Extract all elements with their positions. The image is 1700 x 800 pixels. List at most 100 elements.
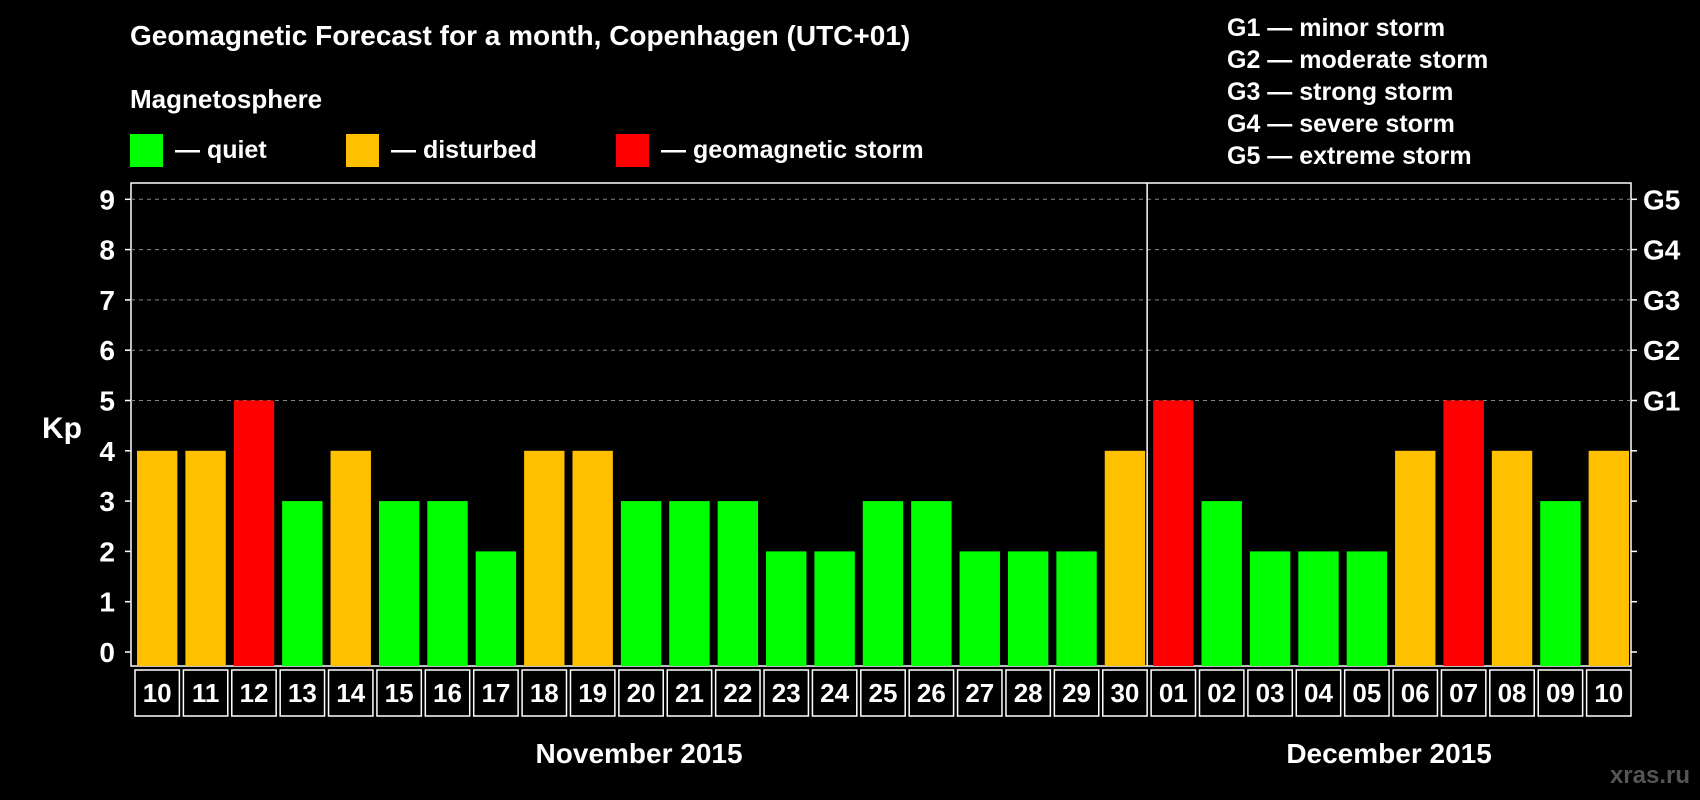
day-cell xyxy=(1343,669,1390,717)
day-label: 28 xyxy=(1014,678,1043,708)
day-label: 14 xyxy=(336,678,365,708)
month-label: December 2015 xyxy=(1286,738,1491,769)
magnetosphere-label: Magnetosphere xyxy=(130,84,323,114)
day-label: 17 xyxy=(481,678,510,708)
day-label: 30 xyxy=(1110,678,1139,708)
day-cell xyxy=(1489,669,1535,717)
kp-bar xyxy=(1443,400,1484,666)
kp-bar xyxy=(959,551,1000,666)
day-cell xyxy=(860,669,906,717)
day-cell xyxy=(182,669,229,717)
g-scale-item-g3: G3 — strong storm xyxy=(1227,78,1454,106)
kp-bar xyxy=(1104,450,1146,666)
y-tick-label: 9 xyxy=(99,184,115,215)
legend-disturbed: — disturbed xyxy=(346,134,537,167)
day-label: 23 xyxy=(772,678,801,708)
day-cell xyxy=(1537,669,1584,717)
y-tick-label: 3 xyxy=(99,486,115,517)
kp-bar xyxy=(1201,501,1242,666)
kp-bar xyxy=(1491,450,1533,666)
y-tick-label: 6 xyxy=(99,335,115,366)
day-label: 26 xyxy=(917,678,946,708)
day-label: 09 xyxy=(1546,678,1575,708)
day-label: 25 xyxy=(869,678,898,708)
y-tick-label: 0 xyxy=(99,637,115,668)
day-label: 11 xyxy=(192,678,220,708)
day-cell xyxy=(1198,669,1245,717)
g-axis-label: G3 xyxy=(1643,285,1680,316)
day-label: 24 xyxy=(820,678,849,708)
g-scale-item-g5: G5 — extreme storm xyxy=(1227,142,1472,170)
kp-bar xyxy=(1056,551,1097,666)
legend-label-disturbed: — disturbed xyxy=(391,136,537,164)
legend-swatch-quiet xyxy=(130,134,163,167)
day-cell xyxy=(231,669,277,717)
day-cell xyxy=(521,669,568,717)
kp-bar xyxy=(1249,551,1291,666)
day-label: 08 xyxy=(1498,678,1527,708)
day-label: 15 xyxy=(385,678,414,708)
y-tick-label: 1 xyxy=(99,587,115,618)
kp-bar xyxy=(137,450,178,666)
kp-bar xyxy=(1346,551,1388,666)
day-label: 21 xyxy=(675,678,704,708)
day-label: 27 xyxy=(965,678,994,708)
day-label: 22 xyxy=(723,678,752,708)
g-axis-label: G4 xyxy=(1643,235,1681,266)
kp-bar xyxy=(475,551,517,666)
day-label: 13 xyxy=(288,678,317,708)
chart-title: Geomagnetic Forecast for a month, Copenh… xyxy=(130,20,911,51)
day-label: 10 xyxy=(1594,678,1623,708)
day-cell xyxy=(1392,669,1439,717)
legend-swatch-disturbed xyxy=(346,134,379,167)
kp-bar xyxy=(1153,400,1194,666)
legend-storm: — geomagnetic storm xyxy=(616,134,924,167)
legend-swatch-storm xyxy=(616,134,649,167)
day-cell xyxy=(1053,669,1100,717)
day-cell xyxy=(569,669,616,717)
kp-bar xyxy=(1007,551,1049,666)
day-cell xyxy=(376,669,423,717)
g-scale-item-g1: G1 — minor storm xyxy=(1227,14,1446,42)
kp-bar xyxy=(717,501,759,666)
kp-bar xyxy=(330,450,371,666)
watermark: xras.ru xyxy=(1609,762,1690,789)
kp-bar xyxy=(427,501,468,666)
day-label: 07 xyxy=(1449,678,1478,708)
kp-bar xyxy=(282,501,323,666)
g-axis-label: G5 xyxy=(1643,184,1680,215)
kp-bar xyxy=(1395,450,1436,666)
day-cell xyxy=(714,669,761,717)
day-label: 02 xyxy=(1207,678,1236,708)
y-tick-label: 7 xyxy=(99,285,115,316)
day-cell xyxy=(956,669,1003,717)
g-axis-label: G1 xyxy=(1643,386,1680,417)
day-label: 20 xyxy=(627,678,656,708)
day-cell xyxy=(472,669,519,717)
y-axis-label: Kp xyxy=(42,412,82,445)
y-tick-label: 4 xyxy=(99,436,115,467)
g-axis-label: G2 xyxy=(1643,335,1680,366)
kp-bar xyxy=(524,450,565,666)
legend-label-storm: — geomagnetic storm xyxy=(661,136,924,164)
kp-bar xyxy=(572,450,613,666)
day-label: 01 xyxy=(1159,678,1188,708)
day-label: 04 xyxy=(1304,678,1333,708)
day-cell xyxy=(1101,669,1148,717)
day-label: 06 xyxy=(1401,678,1430,708)
day-cell xyxy=(1440,669,1487,717)
day-cell xyxy=(279,669,326,717)
y-tick-label: 5 xyxy=(99,386,115,417)
kp-bar xyxy=(185,450,226,666)
day-label: 05 xyxy=(1352,678,1381,708)
kp-bar xyxy=(814,551,855,666)
kp-bar xyxy=(862,501,904,666)
g-scale-item-g2: G2 — moderate storm xyxy=(1227,46,1489,74)
kp-bar xyxy=(620,501,662,666)
day-label: 18 xyxy=(530,678,559,708)
day-label: 29 xyxy=(1062,678,1091,708)
day-cell xyxy=(424,669,471,717)
g-scale-item-g4: G4 — severe storm xyxy=(1227,110,1455,138)
day-label: 19 xyxy=(578,678,607,708)
